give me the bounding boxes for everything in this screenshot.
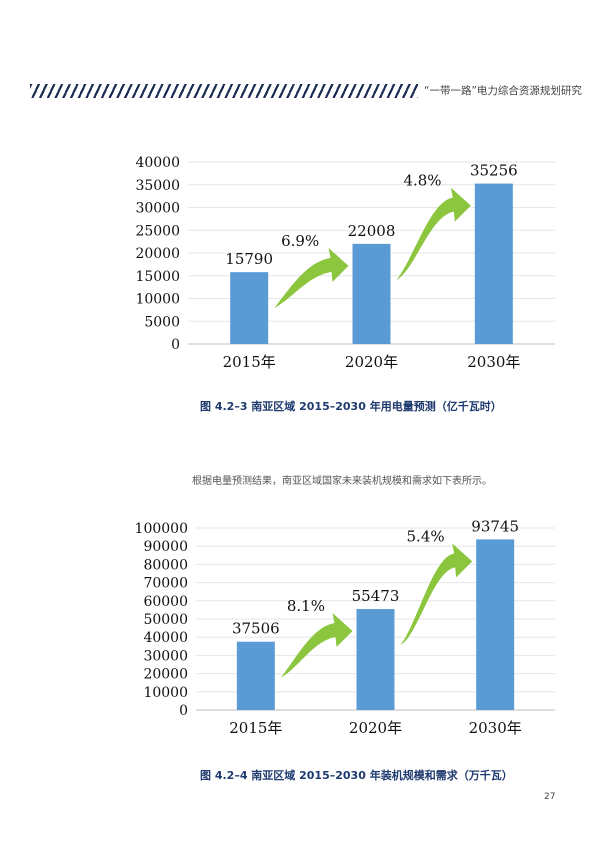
- bar-value-label: 15790: [225, 250, 273, 268]
- bar-value-label: 93745: [471, 517, 519, 535]
- x-tick-label: 2030年: [467, 353, 520, 371]
- y-tick-label: 20000: [143, 667, 188, 683]
- y-tick-label: 50000: [143, 612, 188, 628]
- bar-2030年: [476, 539, 515, 710]
- y-tick-label: 20000: [135, 246, 180, 262]
- body-paragraph: 根据电量预测结果，南亚区域国家未来装机规模和需求如下表所示。: [192, 476, 492, 487]
- bar-2030年: [474, 183, 513, 344]
- chart-electricity-consumption: 0 5000 10000 15000 20000 25000 30000 35000 40000…: [135, 155, 555, 371]
- x-tick-label: 2020年: [349, 719, 402, 737]
- chart-2-caption: 图 4.2–4 南亚区域 2015–2030 年装机规模和需求（万千瓦）: [200, 769, 513, 782]
- y-tick-label: 80000: [143, 557, 188, 573]
- growth-arrow: [400, 543, 473, 646]
- y-tick-label: 70000: [143, 576, 188, 592]
- growth-arrow: [274, 247, 349, 309]
- y-tick-label: 35000: [135, 178, 180, 194]
- bar-2015年: [236, 641, 275, 710]
- y-tick-label: 40000: [143, 630, 188, 646]
- y-tick-label: 40000: [135, 155, 180, 171]
- y-tick-label: 10000: [143, 685, 188, 701]
- y-tick-label: 25000: [135, 223, 180, 239]
- header-stripe-decoration: [30, 84, 418, 98]
- y-tick-label: 10000: [135, 292, 180, 308]
- x-tick-label: 2015年: [229, 719, 282, 737]
- x-tick-label: 2020年: [345, 353, 398, 371]
- y-tick-label: 30000: [143, 648, 188, 664]
- growth-rate-label: 5.4%: [407, 527, 445, 545]
- y-tick-label: 90000: [143, 539, 188, 555]
- bar-value-label: 22008: [348, 222, 396, 240]
- x-tick-label: 2015年: [223, 353, 276, 371]
- page-number: 27: [544, 792, 556, 802]
- y-tick-label: 100000: [135, 521, 188, 537]
- bar-2020年: [356, 609, 395, 710]
- chart-installed-capacity: 0 10000 20000 30000 40000 50000 60000 70000 8000…: [135, 517, 555, 737]
- y-tick-label: 30000: [135, 201, 180, 217]
- growth-rate-label: 8.1%: [287, 597, 325, 615]
- y-tick-label: 5000: [144, 314, 180, 330]
- bar-value-label: 55473: [352, 587, 400, 605]
- growth-arrow: [280, 613, 353, 678]
- bar-2020年: [352, 243, 391, 344]
- growth-arrow: [396, 187, 471, 280]
- bar-value-label: 37506: [232, 620, 280, 638]
- y-tick-label: 0: [179, 703, 188, 719]
- bar-value-label: 35256: [470, 162, 518, 180]
- x-tick-label: 2030年: [469, 719, 522, 737]
- y-tick-label: 15000: [135, 269, 180, 285]
- growth-rate-label: 6.9%: [281, 232, 319, 250]
- bar-2015年: [230, 272, 269, 344]
- y-tick-label: 60000: [143, 594, 188, 610]
- chart-1-caption: 图 4.2–3 南亚区域 2015–2030 年用电量预测（亿千瓦时）: [200, 400, 502, 413]
- growth-rate-label: 4.8%: [403, 172, 441, 190]
- header-title: “一带一路”电力综合资源规划研究: [424, 85, 582, 97]
- y-tick-label: 0: [171, 337, 180, 353]
